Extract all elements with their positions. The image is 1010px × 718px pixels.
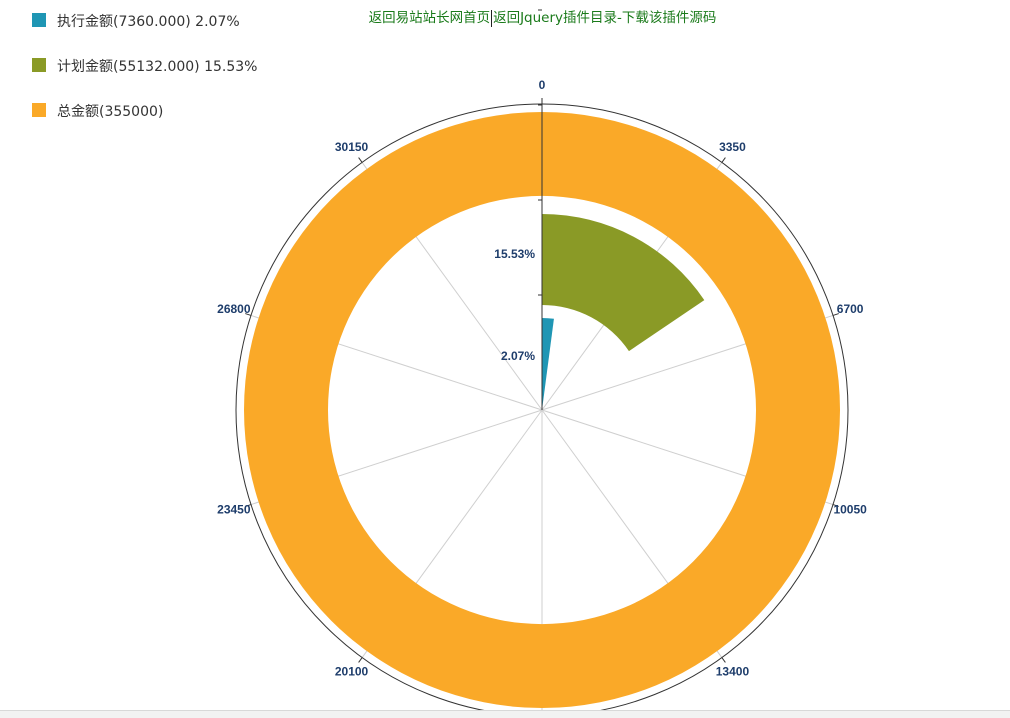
angle-axis-tick-label: 23450: [217, 502, 251, 516]
bar-executed-amount: [542, 318, 554, 410]
data-label-planned: 15.53%: [494, 247, 535, 261]
legend-item-executed[interactable]: 执行金额(7360.000) 2.07%: [32, 12, 257, 57]
angle-axis-tick-label: 6700: [837, 302, 864, 316]
legend-label-executed: 执行金额(7360.000) 2.07%: [57, 14, 240, 30]
plugin-catalog-link[interactable]: 返回Jquery插件目录-下载该插件源码: [493, 10, 717, 26]
legend-item-planned[interactable]: 计划金额(55132.000) 15.53%: [32, 57, 257, 102]
home-link[interactable]: 返回易站站长网首页: [368, 10, 491, 26]
angle-axis-tick: [245, 313, 252, 316]
angle-axis-tick-label: 13400: [716, 664, 750, 678]
angle-axis-tick: [245, 504, 252, 507]
angle-axis-tick-label: 0: [539, 78, 546, 92]
angle-axis-tick-label: 30150: [335, 140, 369, 154]
angle-axis-tick: [358, 157, 363, 163]
legend-swatch-total: [32, 103, 46, 117]
data-label-executed: 2.07%: [501, 349, 535, 363]
angle-axis-tick-label: 20100: [335, 664, 369, 678]
angle-axis-tick: [721, 657, 726, 663]
angle-axis-tick: [832, 504, 839, 507]
angle-axis-tick: [832, 313, 839, 316]
text-cursor: [491, 9, 493, 27]
angle-axis-tick-label: 26800: [217, 302, 251, 316]
angle-axis-tick: [358, 657, 363, 663]
bar-planned-amount: [542, 214, 705, 352]
top-nav-links: 返回易站站长网首页 返回Jquery插件目录-下载该插件源码: [0, 6, 1010, 27]
angle-axis-tick-label: 10050: [833, 502, 867, 516]
legend-item-total[interactable]: 总金额(355000): [32, 102, 257, 147]
angle-axis-tick: [721, 157, 726, 163]
legend-swatch-executed: [32, 13, 46, 27]
legend-swatch-planned: [32, 58, 46, 72]
bottom-status-strip: [0, 710, 1010, 718]
chart-legend: 执行金额(7360.000) 2.07% 计划金额(55132.000) 15.…: [32, 12, 257, 147]
angle-axis-tick-label: 3350: [719, 140, 746, 154]
legend-label-planned: 计划金额(55132.000) 15.53%: [57, 59, 258, 75]
legend-label-total: 总金额(355000): [57, 104, 164, 120]
